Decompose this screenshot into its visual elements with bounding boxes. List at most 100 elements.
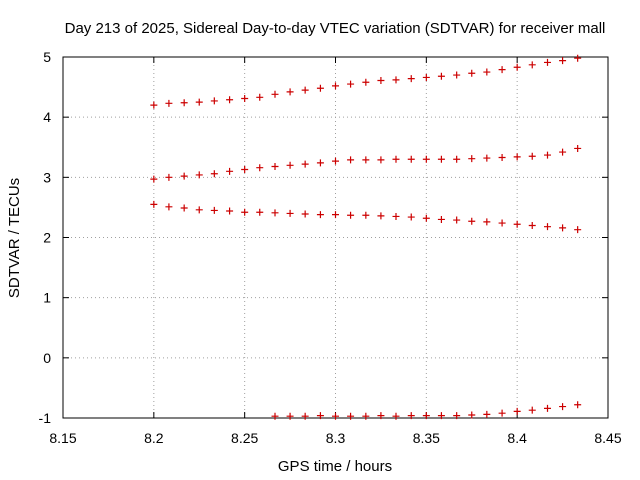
data-point	[226, 96, 234, 104]
data-point	[574, 144, 582, 152]
data-point	[362, 211, 370, 219]
data-point	[286, 209, 294, 217]
data-point	[392, 155, 400, 163]
data-point	[256, 164, 264, 172]
data-point	[559, 148, 567, 156]
data-point	[301, 210, 309, 218]
data-point	[150, 200, 158, 208]
data-point	[407, 155, 415, 163]
data-point	[422, 214, 430, 222]
x-tick-label: 8.4	[507, 430, 527, 446]
data-point	[377, 76, 385, 84]
data-point	[422, 155, 430, 163]
data-point	[332, 82, 339, 90]
grid	[63, 57, 608, 418]
data-point	[377, 156, 385, 164]
data-point	[453, 216, 461, 224]
data-point	[513, 63, 521, 71]
data-point	[241, 166, 249, 174]
data-point	[347, 80, 355, 88]
data-point	[347, 156, 355, 164]
data-point	[256, 208, 264, 216]
data-point	[468, 69, 476, 77]
data-point	[544, 404, 552, 412]
data-point	[301, 160, 309, 168]
data-point	[392, 412, 400, 420]
x-tick-label: 8.15	[49, 430, 76, 446]
series-satellite-a	[150, 54, 582, 109]
data-point	[332, 412, 339, 420]
data-point	[574, 54, 582, 62]
data-point	[256, 93, 264, 101]
series-satellite-b	[150, 144, 582, 183]
data-point	[180, 204, 188, 212]
data-point	[332, 211, 339, 219]
data-point	[286, 161, 294, 169]
data-point	[271, 163, 279, 171]
data-point	[180, 99, 188, 107]
data-point	[483, 154, 491, 162]
data-point	[483, 410, 491, 418]
data-point	[544, 223, 552, 231]
data-point	[528, 61, 536, 69]
data-point	[226, 207, 234, 215]
data-point	[150, 175, 158, 183]
x-tick-label: 8.35	[413, 430, 440, 446]
data-point	[286, 412, 294, 420]
data-point	[165, 173, 173, 181]
data-point	[437, 412, 445, 420]
data-point	[407, 412, 415, 420]
data-point	[286, 88, 294, 96]
x-tick-label: 8.25	[231, 430, 258, 446]
data-point	[437, 215, 445, 223]
data-point	[271, 412, 279, 420]
data-point	[332, 157, 339, 165]
x-tick-label: 8.45	[594, 430, 621, 446]
x-tick-label: 8.3	[326, 430, 346, 446]
data-point	[165, 203, 173, 211]
data-point	[347, 211, 355, 219]
data-point	[453, 71, 461, 79]
data-point	[559, 403, 567, 411]
series-satellite-c	[150, 200, 582, 234]
data-point	[150, 101, 158, 109]
data-point	[468, 217, 476, 225]
data-point	[483, 218, 491, 226]
data-point	[407, 213, 415, 221]
data-point	[528, 406, 536, 414]
data-point	[210, 170, 218, 178]
data-point	[544, 151, 552, 159]
data-point	[316, 84, 324, 92]
data-point	[241, 95, 249, 103]
data-points	[150, 54, 582, 420]
axis-ticks	[62, 56, 609, 419]
data-point	[362, 412, 370, 420]
data-point	[210, 206, 218, 214]
data-point	[180, 172, 188, 180]
data-point	[362, 156, 370, 164]
data-point	[316, 211, 324, 219]
data-point	[316, 159, 324, 167]
data-point	[437, 72, 445, 80]
y-tick-label: 3	[43, 169, 51, 185]
data-point	[528, 152, 536, 160]
data-point	[392, 212, 400, 220]
data-point	[377, 412, 385, 420]
data-point	[437, 155, 445, 163]
data-point	[210, 97, 218, 105]
data-point	[422, 412, 430, 420]
data-point	[513, 220, 521, 228]
data-point	[195, 171, 203, 179]
data-point	[301, 86, 309, 94]
data-point	[483, 68, 491, 76]
data-point	[513, 153, 521, 161]
data-point	[362, 78, 370, 86]
chart-title: Day 213 of 2025, Sidereal Day-to-day VTE…	[65, 20, 606, 37]
data-point	[165, 99, 173, 107]
y-tick-label: 4	[43, 109, 51, 125]
y-tick-label: 0	[43, 350, 51, 366]
data-point	[544, 58, 552, 66]
data-point	[513, 407, 521, 415]
y-tick-label: 1	[43, 290, 51, 306]
